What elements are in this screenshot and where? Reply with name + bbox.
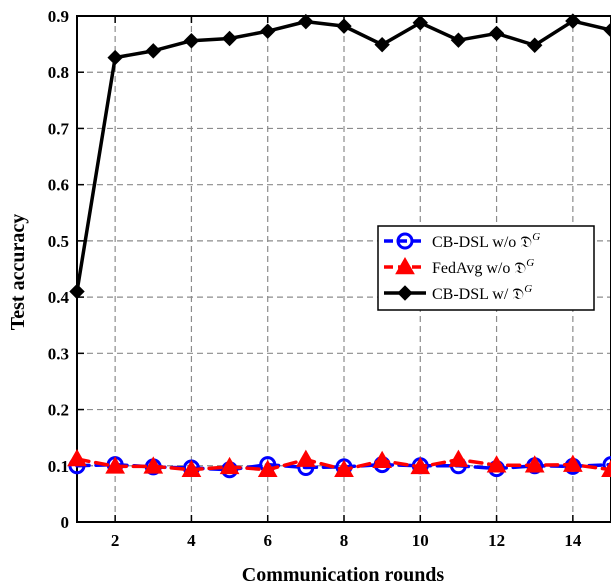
series-layer [67, 13, 611, 479]
legend-label-superscript: G [526, 257, 534, 269]
data-point [143, 456, 164, 474]
plot-frame [76, 15, 611, 523]
legend-marker [395, 256, 415, 275]
y-tick-label: 0.8 [48, 63, 69, 82]
x-axis-label: Communication rounds [242, 564, 445, 586]
legend-label: CB-DSL w/ 𝔇G [432, 283, 532, 303]
y-tick-label: 0 [61, 513, 70, 532]
x-tick-label: 6 [263, 531, 272, 550]
data-point [69, 283, 85, 300]
y-tick-label: 0.5 [48, 232, 69, 251]
data-point [601, 459, 611, 477]
data-point [527, 37, 543, 53]
data-point [181, 459, 202, 477]
axes: 0 0.1 0.2 0.3 0.4 0.5 0.6 0.7 0.8 0.9 2 4 6 8 10 12 14 [48, 7, 611, 550]
legend-marker [396, 232, 414, 250]
x-tick-label: 8 [340, 531, 349, 550]
x-tick-label: 14 [564, 531, 582, 550]
y-tick-label: 0.1 [48, 457, 69, 476]
y-tick-label: 0.6 [48, 176, 69, 195]
series-2 [67, 449, 611, 477]
data-point [374, 36, 390, 53]
legend-marker [397, 285, 413, 301]
y-tick-label: 0.4 [48, 288, 70, 307]
data-point [336, 18, 352, 34]
data-point [448, 449, 469, 467]
data-point [295, 449, 316, 467]
data-point [221, 30, 238, 47]
data-point [603, 22, 611, 38]
y-tick-label: 0.9 [48, 7, 69, 26]
data-point [565, 13, 581, 29]
x-tick-label: 2 [111, 531, 120, 550]
data-point [486, 455, 507, 473]
data-point [298, 13, 314, 30]
data-point [183, 33, 200, 49]
data-point [107, 49, 123, 66]
data-point [145, 43, 161, 59]
data-point [488, 25, 505, 42]
data-point [524, 455, 545, 473]
x-tick-label: 10 [412, 531, 429, 550]
data-point [334, 459, 354, 477]
legend-label: CB-DSL w/o 𝔇G [432, 231, 540, 251]
x-tick-label: 4 [187, 531, 196, 550]
y-tick-label: 0.3 [48, 344, 69, 363]
data-point [372, 450, 393, 468]
data-point [219, 456, 240, 475]
y-tick-label: 0.7 [48, 119, 70, 138]
data-point [562, 454, 583, 472]
data-point [450, 32, 467, 48]
legend: CB-DSL w/o 𝔇G FedAvg w/o 𝔇G CB-DSL w/ 𝔇G [377, 225, 595, 311]
data-point [412, 15, 428, 31]
series-3 [69, 13, 611, 300]
data-point [410, 456, 431, 475]
legend-label-superscript: G [524, 283, 532, 295]
data-point [257, 459, 278, 477]
data-point [67, 449, 87, 467]
y-axis-label: Test accuracy [7, 214, 29, 330]
data-point [105, 456, 126, 474]
legend-label-superscript: G [532, 231, 540, 243]
y-tick-label: 0.2 [48, 401, 69, 420]
data-point [260, 23, 276, 39]
data-point [602, 456, 611, 474]
legend-label: FedAvg w/o 𝔇G [432, 257, 534, 277]
x-tick-label: 12 [488, 531, 505, 550]
